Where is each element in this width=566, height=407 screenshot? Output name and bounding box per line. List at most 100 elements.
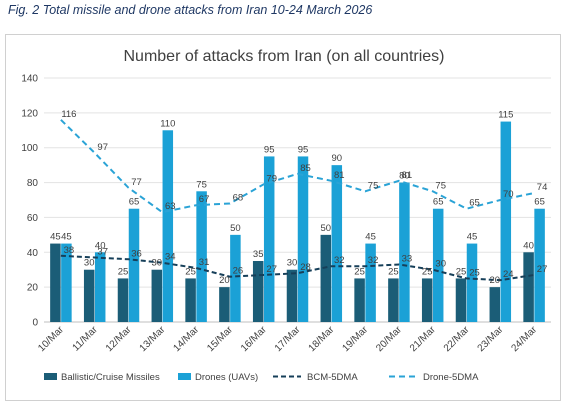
bar-data-label: 110 — [160, 118, 175, 129]
bar-missiles — [117, 278, 129, 322]
bar-missiles — [354, 278, 365, 322]
bar-data-label: 30 — [287, 258, 298, 269]
y-tick-label: 80 — [27, 178, 39, 189]
x-tick-label: 21/Mar — [408, 324, 438, 354]
line-data-label: 36 — [131, 248, 142, 259]
bar-data-label: 45 — [61, 232, 72, 243]
line-data-label: 77 — [131, 177, 142, 188]
line-data-label: 67 — [199, 194, 210, 205]
bar-missiles — [219, 287, 230, 322]
bar-data-label: 25 — [456, 266, 467, 277]
moving-average-lines — [60, 119, 535, 282]
line-data-label: 74 — [537, 182, 548, 193]
x-tick-label: 12/Mar — [104, 324, 134, 354]
line-data-label: 79 — [266, 173, 277, 184]
bar-data-label: 65 — [433, 197, 444, 208]
bar-data-label: 30 — [84, 258, 95, 269]
bar-missiles — [151, 269, 163, 322]
line-data-label: 32 — [334, 255, 345, 266]
legend-label: Ballistic/Cruise Missiles — [61, 372, 160, 383]
line-data-label: 31 — [199, 257, 210, 268]
x-tick-labels: 10/Mar 11/Mar 12/Mar 13/Mar 14/Mar 15/Mar 16/M… — [36, 324, 539, 354]
chart-frame: Number of attacks from Iran (on all coun… — [5, 34, 561, 401]
line-data-label: 26 — [233, 266, 244, 277]
bar-data-label: 45 — [50, 232, 61, 243]
line-data-label: 75 — [435, 180, 446, 191]
bar-data-label: 20 — [490, 275, 501, 286]
bar-drones — [162, 130, 174, 322]
bar-drones — [196, 191, 207, 322]
grid-lines — [44, 77, 551, 323]
x-tick-label: 15/Mar — [205, 324, 235, 354]
legend-swatch — [44, 373, 57, 380]
bar-drones — [230, 234, 241, 322]
line-data-label: 37 — [97, 247, 108, 258]
bar-missiles — [388, 278, 399, 322]
bar-missiles — [83, 269, 95, 322]
bar-data-label: 40 — [523, 240, 534, 251]
bar-data-label: 50 — [321, 223, 332, 234]
bar-drones — [399, 182, 410, 322]
x-tick-label: 17/Mar — [273, 324, 303, 354]
figure-caption: Fig. 2 Total missile and drone attacks f… — [8, 3, 373, 17]
line-data-label: 70 — [503, 189, 514, 200]
y-tick-label: 100 — [21, 143, 38, 154]
bar-drones — [128, 208, 140, 322]
x-tick-label: 14/Mar — [171, 324, 201, 354]
bar-missiles — [523, 252, 534, 322]
x-tick-label: 24/Mar — [509, 324, 539, 354]
line-data-label: 34 — [165, 252, 176, 263]
x-tick-label: 20/Mar — [374, 324, 404, 354]
bar-data-label: 65 — [534, 197, 545, 208]
x-tick-label: 19/Mar — [340, 324, 370, 354]
drone-5dma-line — [60, 119, 535, 214]
x-tick-label: 16/Mar — [239, 324, 269, 354]
line-data-label: 116 — [61, 109, 76, 120]
bar-drones — [263, 156, 275, 322]
line-data-label: 30 — [435, 259, 446, 270]
legend-label: Drone-5DMA — [423, 372, 479, 383]
y-tick-label: 20 — [27, 283, 39, 294]
bar-data-label: 35 — [253, 249, 264, 260]
bar-drones — [61, 243, 72, 322]
bar-missiles — [421, 278, 433, 322]
legend: Ballistic/Cruise Missiles Drones (UAVs) BC… — [44, 372, 479, 383]
bar-data-label: 25 — [422, 266, 433, 277]
bar-data-label: 40 — [95, 240, 106, 251]
line-data-label: 68 — [233, 192, 244, 203]
bar-data-label: 25 — [118, 266, 129, 277]
bar-data-label: 25 — [388, 266, 399, 277]
legend-label: Drones (UAVs) — [195, 372, 258, 383]
bar-missiles — [286, 269, 298, 322]
x-tick-label: 10/Mar — [36, 324, 66, 354]
line-data-label: 63 — [165, 201, 176, 212]
bar-drones — [500, 121, 512, 322]
bar-data-label: 95 — [264, 144, 275, 155]
line-data-label: 38 — [64, 245, 75, 256]
legend-label: BCM-5DMA — [307, 372, 358, 383]
bar-data-label: 25 — [354, 266, 365, 277]
line-data-label: 24 — [503, 269, 514, 280]
bar-drones — [466, 243, 478, 322]
bar-data-label: 25 — [185, 266, 196, 277]
bar-data-label: 90 — [332, 153, 343, 164]
bar-data-label: 45 — [365, 232, 376, 243]
chart-title: Number of attacks from Iran (on all coun… — [123, 48, 444, 65]
legend-swatch — [178, 373, 191, 380]
line-data-label: 75 — [368, 180, 379, 191]
bar-missiles — [320, 234, 332, 322]
bar-data-label: 80 — [399, 171, 410, 182]
x-tick-label: 11/Mar — [71, 324, 101, 354]
bar-data-label: 65 — [129, 197, 140, 208]
line-data-label: 27 — [537, 264, 548, 275]
y-tick-label: 120 — [21, 108, 38, 119]
line-data-label: 81 — [402, 170, 413, 181]
x-tick-label: 18/Mar — [307, 324, 337, 354]
line-data-label: 81 — [334, 170, 345, 181]
y-tick-label: 40 — [27, 248, 39, 259]
bar-drones — [94, 252, 106, 322]
bar-drones — [365, 243, 376, 322]
bar-drones — [432, 208, 444, 322]
line-data-label: 97 — [97, 142, 108, 153]
x-tick-label: 13/Mar — [138, 324, 168, 354]
